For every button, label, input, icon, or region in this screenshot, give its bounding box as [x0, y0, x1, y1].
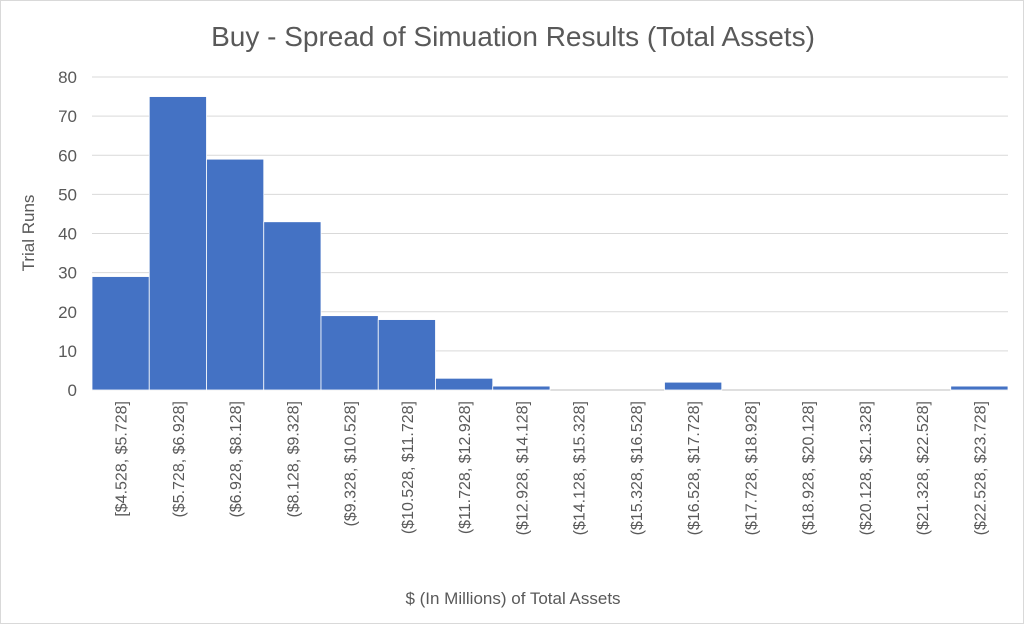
x-tick-label: ($11.728, $12.928]	[457, 401, 474, 534]
x-tick-label: ($15.328, $16.528]	[629, 401, 646, 535]
y-tick-label: 70	[58, 107, 77, 126]
x-tick-label: ($18.928, $20.128]	[801, 401, 818, 535]
x-tick-label: [$4.528, $5.728]	[114, 401, 131, 517]
y-tick-label: 50	[58, 185, 77, 204]
bar	[950, 385, 1009, 391]
bar	[148, 96, 207, 391]
x-axis-title: $ (In Millions) of Total Assets	[405, 589, 621, 608]
y-tick-label: 20	[58, 303, 77, 322]
x-tick-label: ($9.328, $10.528]	[343, 401, 360, 526]
y-tick-label: 10	[58, 342, 77, 361]
x-tick-label: ($5.728, $6.928]	[171, 401, 188, 518]
bar	[206, 158, 265, 391]
x-tick-label: ($17.728, $18.928]	[743, 401, 760, 535]
y-tick-label: 40	[58, 225, 77, 244]
x-tick-label: ($16.528, $17.728]	[686, 401, 703, 535]
y-tick-label: 80	[58, 68, 77, 87]
x-tick-label: ($20.128, $21.328]	[858, 401, 875, 535]
x-tick-label: ($22.528, $23.728]	[972, 401, 989, 535]
x-tick-label: ($6.928, $8.128]	[228, 401, 245, 518]
bar	[91, 276, 150, 391]
x-tick-label: ($12.928, $14.128]	[514, 401, 531, 535]
x-tick-label: ($8.128, $9.328]	[285, 401, 302, 518]
x-tick-label: ($14.128, $15.328]	[572, 401, 589, 535]
bar	[435, 377, 494, 391]
y-tick-label: 60	[58, 146, 77, 165]
bar	[263, 221, 322, 391]
chart-title: Buy - Spread of Simuation Results (Total…	[211, 21, 815, 52]
bar	[377, 319, 436, 391]
bar	[320, 315, 379, 391]
bar	[492, 385, 551, 391]
bar	[664, 381, 723, 391]
y-tick-label: 30	[58, 264, 77, 283]
x-tick-label: ($21.328, $22.528]	[915, 401, 932, 535]
x-tick-label: ($10.528, $11.728]	[400, 401, 417, 534]
y-tick-label: 0	[68, 381, 77, 400]
